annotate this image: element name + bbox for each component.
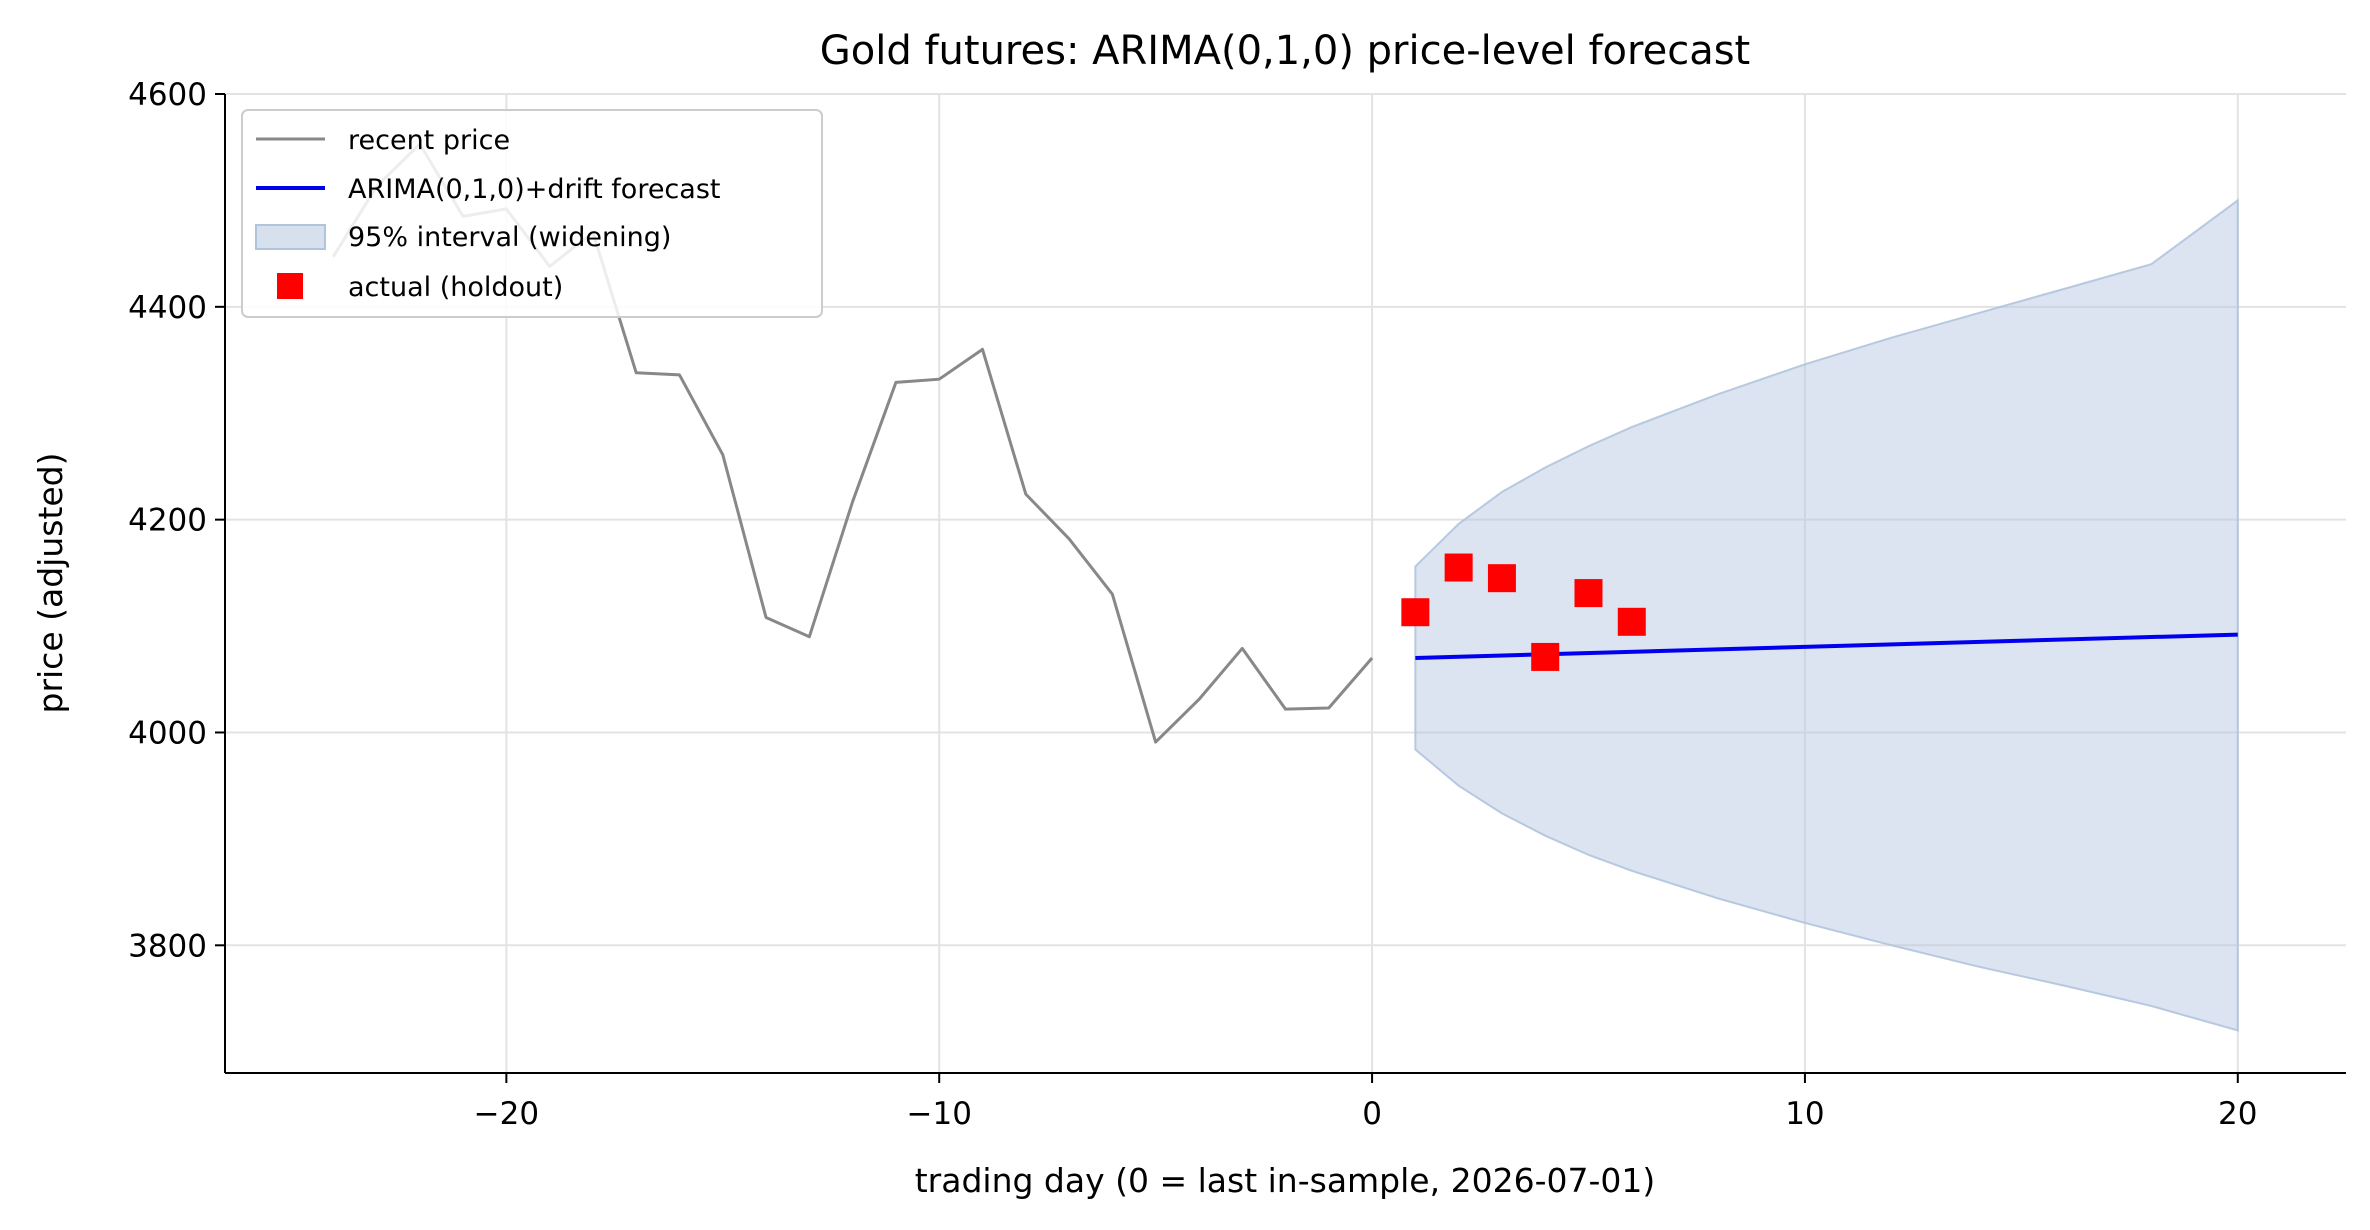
- x-axis-label: trading day (0 = last in-sample, 2026-07…: [915, 1161, 1656, 1200]
- x-tick-label: 0: [1362, 1096, 1382, 1132]
- legend-swatch-interval: [255, 224, 326, 250]
- interval-band: [1414, 198, 2239, 1032]
- actual-point: [1617, 607, 1646, 636]
- y-tick-label: 3800: [128, 928, 207, 964]
- x-tick-label: −20: [474, 1096, 539, 1132]
- ticks: −20 −10 0 10 20 3800 4000 4200 4400 4600: [128, 77, 2257, 1132]
- actual-point: [1531, 642, 1560, 671]
- y-tick-label: 4400: [128, 290, 207, 326]
- actual-point: [1574, 579, 1603, 608]
- legend-label-actual: actual (holdout): [348, 272, 563, 303]
- x-tick-label: −10: [907, 1096, 972, 1132]
- y-tick-label: 4000: [128, 715, 207, 751]
- axes: [224, 94, 2346, 1074]
- actual-point: [1444, 553, 1473, 582]
- x-tick-label: 10: [1785, 1096, 1824, 1132]
- legend-label-forecast: ARIMA(0,1,0)+drift forecast: [348, 174, 720, 205]
- legend-label-recent-price: recent price: [348, 125, 510, 156]
- y-tick-label: 4200: [128, 503, 207, 539]
- actual-point: [1401, 598, 1430, 627]
- actual-point: [1487, 564, 1516, 593]
- legend-swatch-actual: [277, 273, 303, 299]
- chart-title: Gold futures: ARIMA(0,1,0) price-level f…: [820, 28, 1750, 74]
- y-tick-label: 4600: [128, 77, 207, 113]
- legend-frame: [241, 109, 823, 318]
- legend: recent price ARIMA(0,1,0)+drift forecast…: [241, 109, 823, 318]
- x-tick-label: 20: [2218, 1096, 2257, 1132]
- y-axis-label: price (adjusted): [31, 452, 70, 713]
- legend-label-interval: 95% interval (widening): [348, 222, 671, 253]
